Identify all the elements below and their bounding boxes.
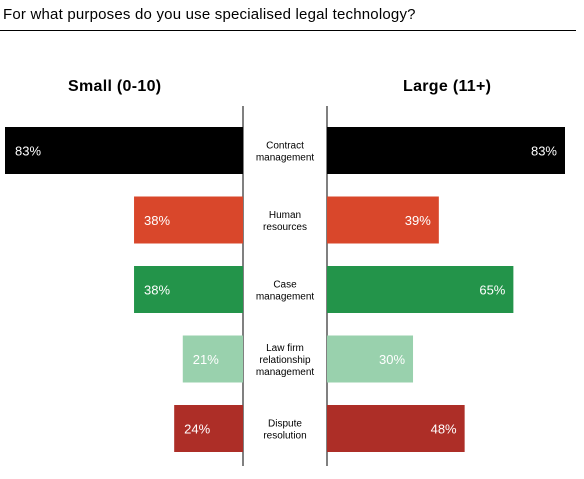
left-bar-value: 38% bbox=[144, 213, 170, 228]
left-bar bbox=[134, 266, 243, 313]
category-label: relationship bbox=[259, 355, 311, 366]
category-label: management bbox=[256, 367, 315, 378]
category-label: resources bbox=[263, 222, 307, 233]
right-bar-value: 83% bbox=[531, 144, 557, 159]
category-label: Law firm bbox=[266, 343, 304, 354]
left-bar-value: 38% bbox=[144, 283, 170, 298]
right-bar-value: 39% bbox=[405, 213, 431, 228]
right-bar bbox=[327, 266, 514, 313]
category-label: management bbox=[256, 292, 315, 303]
left-bar-value: 24% bbox=[184, 422, 210, 437]
category-label: Contract bbox=[266, 141, 304, 152]
category-label: resolution bbox=[263, 431, 306, 442]
right-bar-value: 48% bbox=[431, 422, 457, 437]
left-bar bbox=[174, 405, 243, 452]
chart-title: For what purposes do you use specialised… bbox=[3, 6, 416, 23]
title-divider bbox=[0, 30, 576, 31]
right-group-label: Large (11+) bbox=[403, 78, 492, 95]
right-bar bbox=[327, 405, 465, 452]
category-label: Dispute bbox=[268, 419, 302, 430]
right-bar-value: 65% bbox=[479, 283, 505, 298]
left-bar bbox=[134, 196, 243, 244]
right-bar bbox=[327, 335, 414, 383]
category-label: management bbox=[256, 153, 315, 164]
left-bar bbox=[182, 335, 243, 383]
right-bar bbox=[327, 127, 565, 174]
left-bar-value: 83% bbox=[15, 144, 41, 159]
category-label: Case bbox=[273, 280, 297, 291]
right-bar-value: 30% bbox=[379, 352, 405, 367]
left-group-label: Small (0-10) bbox=[68, 78, 162, 95]
right-bar bbox=[327, 196, 439, 244]
left-bar bbox=[5, 127, 243, 174]
category-label: Human bbox=[269, 210, 301, 221]
left-bar-value: 21% bbox=[193, 352, 219, 367]
